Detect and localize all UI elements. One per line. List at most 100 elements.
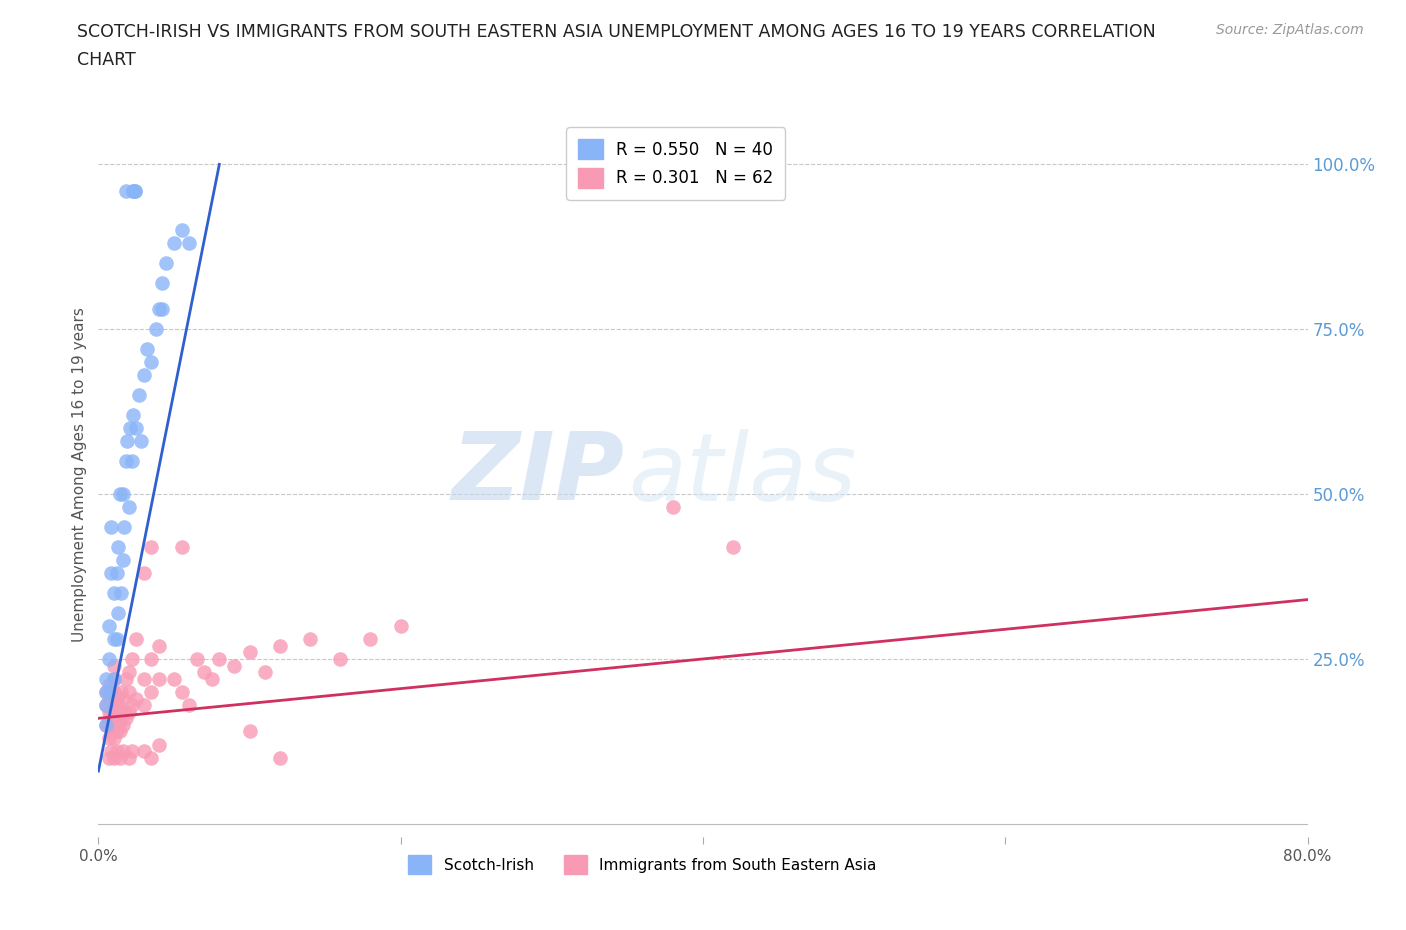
Point	[108, 751, 131, 765]
Point	[100, 724, 122, 739]
Point	[98, 684, 121, 699]
Point	[114, 711, 136, 725]
Point	[253, 665, 276, 680]
Point	[98, 704, 121, 719]
Point	[103, 731, 125, 746]
Point	[115, 434, 138, 449]
Point	[141, 652, 163, 667]
Point	[118, 751, 141, 765]
Text: CHART: CHART	[77, 51, 136, 69]
Point	[132, 368, 155, 383]
Point	[112, 520, 135, 535]
Point	[239, 724, 262, 739]
Point	[94, 717, 117, 732]
Point	[163, 236, 186, 251]
Point	[100, 704, 122, 719]
Point	[111, 744, 134, 759]
Point	[170, 684, 193, 699]
Point	[179, 698, 201, 712]
Point	[141, 354, 163, 369]
Point	[141, 751, 163, 765]
Point	[111, 691, 134, 706]
Point	[105, 724, 128, 739]
Point	[128, 388, 150, 403]
Point	[170, 223, 193, 238]
Text: atlas: atlas	[628, 429, 856, 520]
Point	[201, 671, 224, 686]
Point	[150, 302, 173, 317]
Point	[121, 454, 143, 469]
Point	[103, 684, 125, 699]
Point	[329, 652, 352, 667]
Point	[105, 711, 128, 725]
Point	[170, 539, 193, 554]
Point	[103, 631, 125, 646]
Text: SCOTCH-IRISH VS IMMIGRANTS FROM SOUTH EASTERN ASIA UNEMPLOYMENT AMONG AGES 16 TO: SCOTCH-IRISH VS IMMIGRANTS FROM SOUTH EA…	[77, 23, 1156, 41]
Point	[122, 183, 145, 198]
Point	[108, 724, 131, 739]
Point	[94, 671, 117, 686]
Point	[124, 183, 146, 198]
Point	[121, 698, 143, 712]
Point	[107, 539, 129, 554]
Point	[118, 704, 141, 719]
Point	[124, 183, 146, 198]
Point	[98, 731, 121, 746]
Point	[179, 236, 201, 251]
Point	[389, 618, 412, 633]
Point	[103, 586, 125, 601]
Text: ZIP: ZIP	[451, 429, 624, 520]
Point	[145, 322, 167, 337]
Point	[121, 652, 143, 667]
Point	[125, 691, 148, 706]
Point	[103, 671, 125, 686]
Point	[94, 698, 117, 712]
Point	[107, 698, 129, 712]
Point	[125, 420, 148, 435]
Point	[132, 744, 155, 759]
Point	[120, 420, 142, 435]
Point	[100, 684, 122, 699]
Point	[94, 717, 117, 732]
Point	[111, 717, 134, 732]
Point	[224, 658, 246, 673]
Point	[269, 751, 291, 765]
Point	[103, 698, 125, 712]
Point	[163, 671, 186, 686]
Point	[103, 711, 125, 725]
Point	[141, 539, 163, 554]
Point	[208, 652, 231, 667]
Point	[103, 671, 125, 686]
Point	[108, 704, 131, 719]
Point	[132, 671, 155, 686]
Y-axis label: Unemployment Among Ages 16 to 19 years: Unemployment Among Ages 16 to 19 years	[72, 307, 87, 642]
Point	[150, 275, 173, 290]
Point	[100, 744, 122, 759]
Point	[103, 658, 125, 673]
Point	[98, 618, 121, 633]
Point	[105, 691, 128, 706]
Legend: Scotch-Irish, Immigrants from South Eastern Asia: Scotch-Irish, Immigrants from South East…	[402, 849, 883, 880]
Point	[100, 520, 122, 535]
Text: Source: ZipAtlas.com: Source: ZipAtlas.com	[1216, 23, 1364, 37]
Point	[186, 652, 208, 667]
Point	[105, 565, 128, 580]
Point	[125, 631, 148, 646]
Point	[100, 565, 122, 580]
Point	[94, 684, 117, 699]
Point	[239, 644, 262, 659]
Point	[114, 454, 136, 469]
Point	[111, 552, 134, 567]
Point	[135, 341, 157, 356]
Point	[129, 434, 152, 449]
Point	[110, 586, 132, 601]
Point	[107, 605, 129, 620]
Point	[132, 565, 155, 580]
Point	[121, 744, 143, 759]
Point	[360, 631, 382, 646]
Point	[269, 638, 291, 653]
Point	[148, 302, 170, 317]
Point	[105, 631, 128, 646]
Point	[103, 751, 125, 765]
Point	[114, 183, 136, 198]
